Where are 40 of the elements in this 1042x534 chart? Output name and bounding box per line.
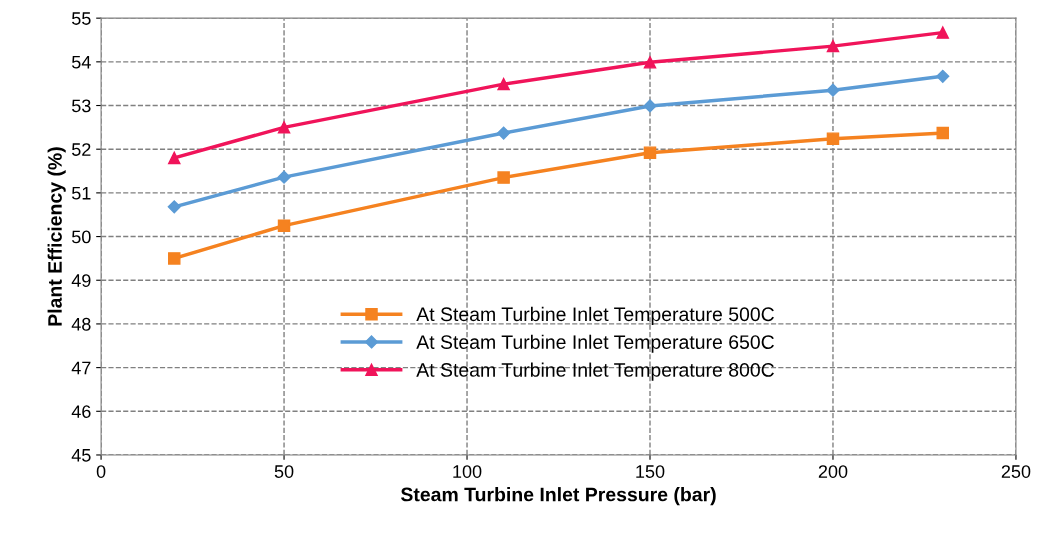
point [497,171,510,184]
point [643,99,657,113]
point [167,200,181,214]
point [277,219,291,232]
y-tick-label: 53 [71,99,91,113]
y-tick-label: 48 [71,317,91,331]
y-tick-label: 55 [71,12,91,25]
point [936,69,950,83]
legend-label: At Steam Turbine Inlet Temperature 500C [416,306,774,325]
x-tick-label: 100 [453,465,482,478]
x-tick-label: 0 [96,465,106,478]
legend-label: At Steam Turbine Inlet Temperature 650C [416,334,774,353]
point [936,126,950,140]
x-axis-title: Steam Turbine Inlet Pressure (bar) [400,487,716,506]
y-tick-label: 45 [71,449,91,462]
y-tick-label: 54 [71,55,91,69]
x-tick-label: 50 [274,465,294,478]
point [168,252,181,265]
x-tick-label: 150 [636,465,665,478]
y-tick-label: 49 [71,274,91,287]
point [643,146,657,159]
point [277,121,291,134]
point [826,39,840,53]
point [497,77,510,91]
point [826,83,840,97]
x-tick-label: 200 [818,465,848,478]
point [826,132,840,145]
point [497,126,511,140]
point [643,56,657,69]
y-tick-label: 52 [71,143,91,156]
y-axis-title: Plant Efficiency (%) [47,147,66,326]
legend-label: At Steam Turbine Inlet Temperature 800C [416,362,774,381]
y-tick-label: 50 [71,230,91,244]
point [168,151,181,165]
y-tick-label: 47 [71,361,91,375]
y-tick-label: 51 [71,187,91,200]
y-tick-label: 46 [71,405,91,419]
point [936,26,950,39]
x-tick-label: 250 [1001,465,1031,478]
point [277,170,291,184]
